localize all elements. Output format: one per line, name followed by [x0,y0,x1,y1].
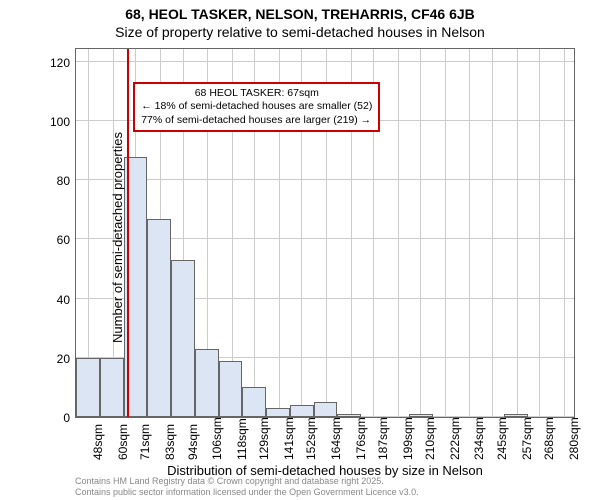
x-tick-label: 199sqm [401,417,415,460]
x-tick-label: 118sqm [235,418,249,460]
chart-title-sub: Size of property relative to semi-detach… [0,24,600,40]
y-tick-label: 40 [57,293,70,307]
y-tick-label: 120 [50,56,70,70]
x-tick-label: 94sqm [186,424,200,460]
x-tick-label: 164sqm [329,417,343,460]
y-tick-label: 20 [57,352,70,366]
reference-line [127,49,129,417]
histogram-bar [147,219,171,417]
annotation-line-2: ← 18% of semi-detached houses are smalle… [141,100,372,114]
y-tick-label: 0 [63,411,70,425]
x-tick-label: 83sqm [163,424,177,460]
histogram-bar [314,402,338,417]
gridline-vertical [398,49,399,417]
x-tick-label: 141sqm [282,417,296,460]
x-tick-label: 176sqm [354,417,368,460]
x-tick-label: 222sqm [448,417,462,460]
histogram-bar [266,408,290,417]
gridline-vertical [564,49,565,417]
footer-line-1: Contains HM Land Registry data © Crown c… [75,476,419,487]
x-tick-label: 187sqm [376,417,390,460]
gridline-horizontal [76,61,574,62]
y-tick-label: 60 [57,233,70,247]
histogram-bar [100,358,124,417]
x-tick-label: 106sqm [210,417,224,460]
y-tick-label: 100 [50,115,70,129]
histogram-bar [76,358,100,417]
x-tick-label: 60sqm [116,424,130,460]
footer-line-2: Contains public sector information licen… [75,487,419,498]
histogram-bar [195,349,219,417]
x-tick-label: 234sqm [472,417,486,460]
histogram-bar [242,387,266,417]
x-tick-label: 71sqm [138,424,152,460]
gridline-vertical [517,49,518,417]
x-tick-label: 210sqm [423,417,437,460]
x-tick-label: 280sqm [567,417,581,460]
plot-area: 68 HEOL TASKER: 67sqm← 18% of semi-detac… [75,48,575,418]
chart-title-main: 68, HEOL TASKER, NELSON, TREHARRIS, CF46… [0,6,600,22]
annotation-line-1: 68 HEOL TASKER: 67sqm [141,87,372,101]
chart-container: 68, HEOL TASKER, NELSON, TREHARRIS, CF46… [0,0,600,500]
gridline-horizontal [76,179,574,180]
x-tick-label: 257sqm [520,417,534,460]
y-tick-label: 80 [57,174,70,188]
x-tick-label: 129sqm [257,417,271,460]
gridline-vertical [539,49,540,417]
gridline-vertical [445,49,446,417]
footer-attribution: Contains HM Land Registry data © Crown c… [75,476,419,498]
x-tick-label: 152sqm [304,417,318,460]
gridline-vertical [420,49,421,417]
histogram-bar [290,405,314,417]
x-tick-label: 48sqm [91,424,105,460]
gridline-vertical [492,49,493,417]
annotation-line-3: 77% of semi-detached houses are larger (… [141,114,372,128]
histogram-bar [171,260,195,417]
x-tick-label: 268sqm [542,417,556,460]
y-axis-label: Number of semi-detached properties [110,132,125,343]
gridline-vertical [469,49,470,417]
histogram-bar [219,361,243,417]
x-tick-label: 245sqm [495,417,509,460]
annotation-box: 68 HEOL TASKER: 67sqm← 18% of semi-detac… [133,82,380,133]
